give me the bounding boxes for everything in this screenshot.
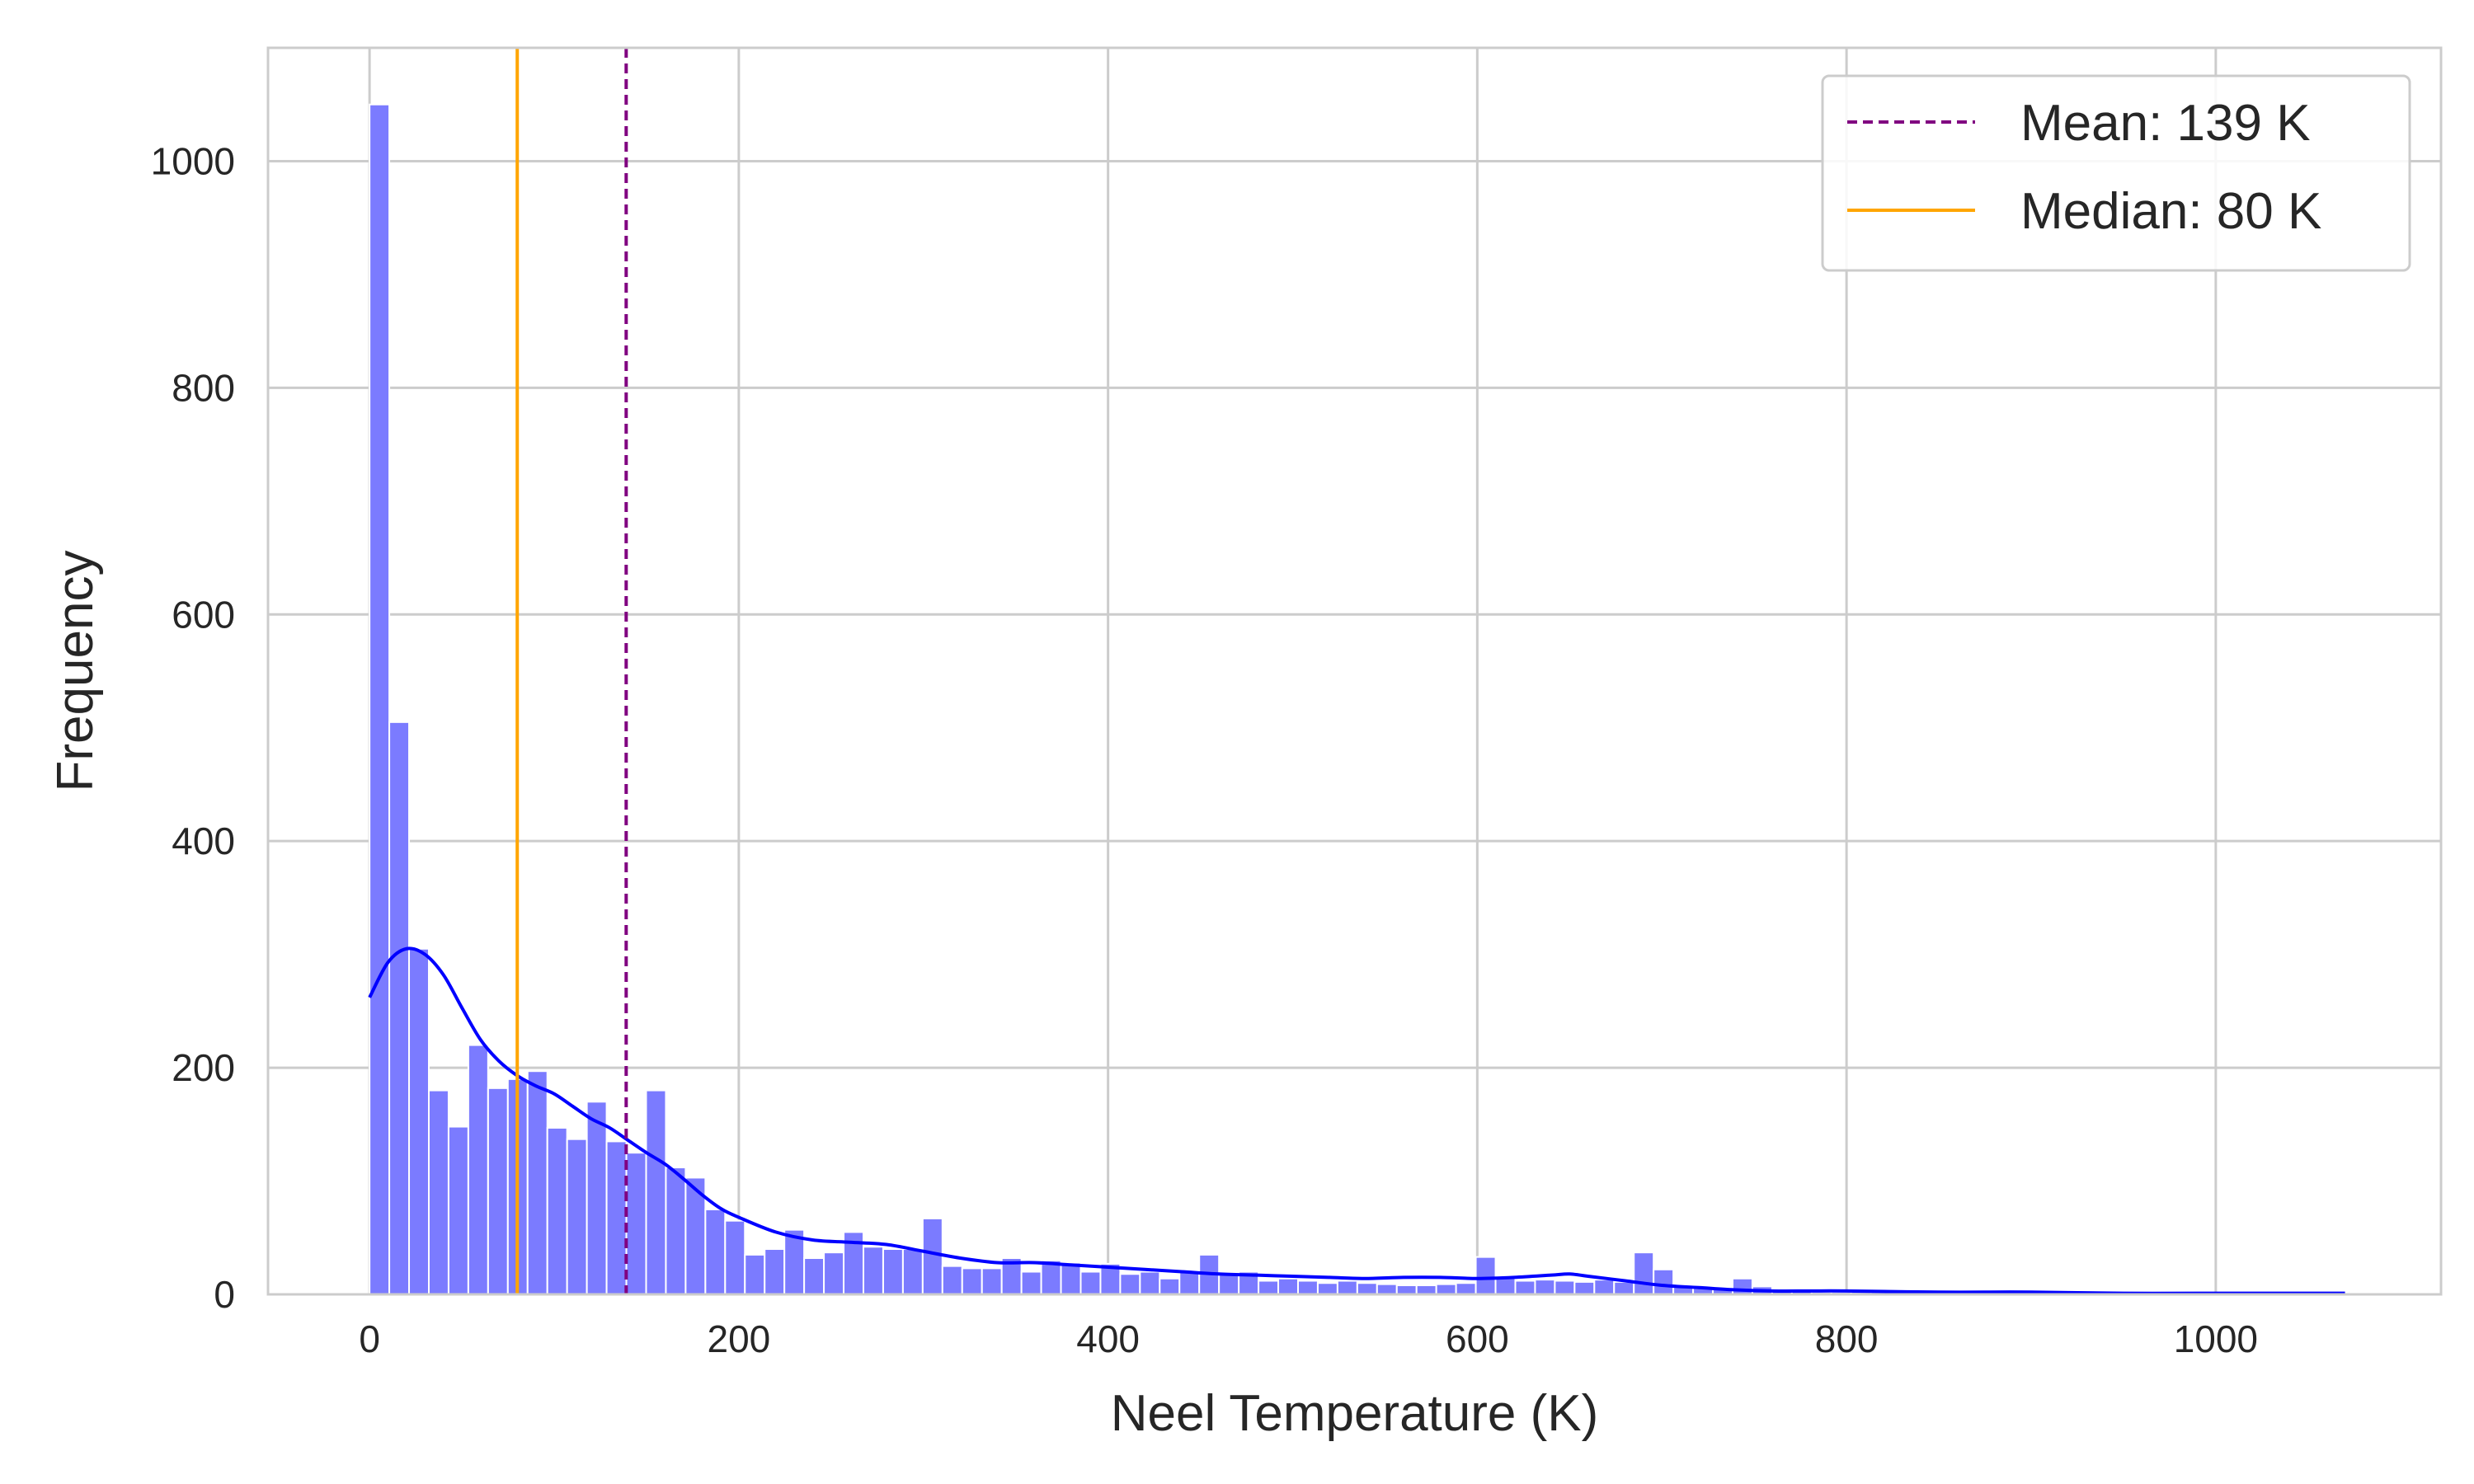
histogram-bar bbox=[388, 721, 411, 1295]
histogram-bar bbox=[566, 1138, 588, 1295]
histogram-bar bbox=[487, 1087, 509, 1296]
legend: Mean: 139 K Median: 80 K bbox=[1821, 74, 2411, 272]
histogram-bar bbox=[901, 1248, 924, 1296]
histogram-bar bbox=[803, 1257, 825, 1295]
histogram-bar bbox=[1119, 1273, 1141, 1295]
histogram-bar bbox=[941, 1265, 963, 1295]
histogram-bar bbox=[1316, 1282, 1338, 1295]
histogram-bar bbox=[1178, 1270, 1201, 1295]
histogram-bar bbox=[1435, 1283, 1457, 1296]
histogram-bar bbox=[1277, 1277, 1299, 1295]
y-tick-label: 200 bbox=[172, 1046, 235, 1089]
y-tick-label: 0 bbox=[214, 1273, 235, 1316]
histogram-bar bbox=[1079, 1270, 1102, 1295]
x-axis-ticks: 0 200 400 600 800 1000 bbox=[359, 1317, 2258, 1360]
histogram-bar bbox=[645, 1089, 667, 1295]
legend-mean-label: Mean: 139 K bbox=[2020, 95, 2311, 152]
x-tick-label: 800 bbox=[1815, 1317, 1879, 1360]
reference-lines bbox=[515, 48, 628, 1294]
histogram-bar bbox=[1218, 1273, 1240, 1295]
histogram-bar bbox=[546, 1126, 568, 1295]
histogram-bar bbox=[1613, 1280, 1635, 1296]
histogram-bar bbox=[1376, 1283, 1398, 1296]
histogram-bar bbox=[605, 1140, 628, 1296]
histogram-bar bbox=[1296, 1280, 1319, 1296]
histogram-bars bbox=[369, 103, 2346, 1296]
histogram-bar bbox=[704, 1208, 727, 1295]
histogram-bar bbox=[1494, 1276, 1517, 1296]
histogram-bar bbox=[724, 1219, 746, 1295]
histogram-bar bbox=[1415, 1284, 1437, 1296]
histogram-bar bbox=[1336, 1280, 1358, 1296]
histogram-bar bbox=[1573, 1280, 1596, 1296]
y-tick-label: 400 bbox=[172, 819, 235, 862]
y-axis-ticks: 0 200 400 600 800 1000 bbox=[151, 139, 235, 1316]
y-axis-title: Frequency bbox=[47, 551, 104, 792]
histogram-bar bbox=[1395, 1284, 1418, 1296]
histogram-bar bbox=[1633, 1252, 1655, 1296]
histogram-bar bbox=[1159, 1277, 1181, 1295]
legend-box bbox=[1821, 74, 2411, 272]
histogram-bar bbox=[1356, 1282, 1378, 1295]
histogram-bar bbox=[764, 1248, 786, 1296]
histogram-bar bbox=[1475, 1256, 1497, 1296]
x-tick-label: 200 bbox=[708, 1317, 771, 1360]
kde-curve-group bbox=[368, 946, 2345, 1295]
histogram-bar bbox=[665, 1167, 687, 1295]
histogram-bar bbox=[1653, 1268, 1675, 1296]
histogram-bar bbox=[408, 947, 430, 1296]
histogram-bar bbox=[1258, 1280, 1280, 1296]
histogram-bar bbox=[961, 1267, 983, 1296]
histogram-bar bbox=[921, 1217, 943, 1295]
y-tick-label: 1000 bbox=[151, 139, 235, 182]
x-axis-title: Neel Temperature (K) bbox=[1111, 1385, 1599, 1442]
histogram-bar bbox=[1455, 1282, 1477, 1295]
histogram-bar bbox=[369, 103, 391, 1295]
histogram-bar bbox=[1139, 1270, 1161, 1295]
histogram-bar bbox=[882, 1248, 904, 1296]
histogram-bar bbox=[467, 1044, 489, 1295]
histogram-bar bbox=[1060, 1261, 1082, 1295]
histogram-bar bbox=[862, 1246, 884, 1295]
y-tick-label: 600 bbox=[172, 593, 235, 636]
histogram-bar bbox=[526, 1070, 548, 1296]
kde-curve bbox=[368, 946, 2345, 1295]
histogram-bar bbox=[447, 1125, 469, 1295]
histogram-bar bbox=[625, 1152, 647, 1295]
x-tick-label: 0 bbox=[359, 1317, 380, 1360]
legend-median-label: Median: 80 K bbox=[2020, 183, 2321, 240]
histogram-bar bbox=[427, 1089, 449, 1295]
y-tick-label: 800 bbox=[172, 366, 235, 409]
histogram-bar bbox=[1593, 1279, 1616, 1295]
histogram-bar bbox=[586, 1101, 608, 1295]
x-tick-label: 400 bbox=[1076, 1317, 1140, 1360]
x-tick-label: 1000 bbox=[2174, 1317, 2258, 1360]
histogram-bar bbox=[1534, 1279, 1556, 1295]
histogram-bar bbox=[744, 1253, 766, 1295]
histogram-bar bbox=[981, 1267, 1003, 1296]
histogram-bar bbox=[1514, 1280, 1536, 1296]
x-tick-label: 600 bbox=[1446, 1317, 1509, 1360]
histogram-bar bbox=[1554, 1280, 1576, 1296]
histogram-bar bbox=[823, 1252, 845, 1296]
plot-frame bbox=[266, 46, 2443, 1296]
histogram-bar bbox=[1020, 1270, 1042, 1295]
